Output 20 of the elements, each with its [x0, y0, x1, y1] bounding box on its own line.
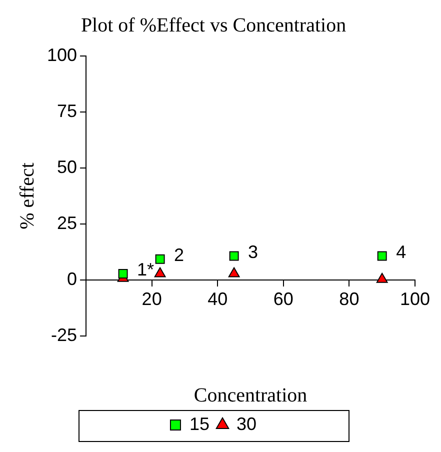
y-axis-title: % effect [16, 162, 38, 230]
y-tick-label: 75 [57, 100, 78, 121]
x-tick-label: 40 [208, 288, 228, 309]
y-tick-label: 50 [57, 156, 78, 177]
x-tick-label: 20 [142, 288, 162, 309]
legend-label: 15 [189, 414, 210, 434]
y-tick-label: 0 [67, 268, 78, 289]
y-tick-label: 100 [46, 44, 78, 65]
x-tick-label: 80 [339, 288, 360, 309]
x-tick-label: 60 [273, 288, 294, 309]
legend-label: 30 [236, 414, 257, 434]
annotation: 1* [137, 260, 154, 280]
annotation: 2 [174, 245, 184, 266]
annotation: 3 [248, 242, 258, 262]
annotation: 4 [396, 242, 406, 262]
y-tick-label: 25 [57, 212, 78, 233]
chart-title: Plot of %Effect vs Concentration [80, 14, 346, 36]
y-tick-label: -25 [51, 324, 78, 345]
x-axis-title: Concentration [194, 384, 308, 406]
x-tick-label: 100 [400, 288, 430, 309]
